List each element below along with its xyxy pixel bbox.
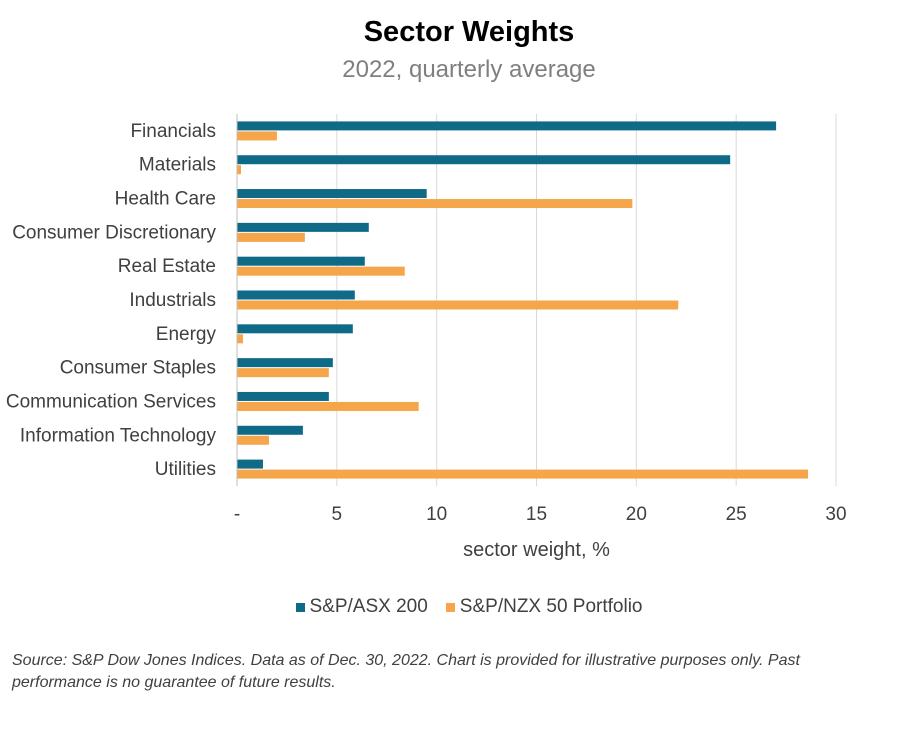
legend-swatch-nzx50: [445, 602, 455, 612]
bar-asx200: [237, 189, 427, 199]
bar-nzx50: [237, 469, 809, 479]
legend-swatch-asx200: [295, 602, 305, 612]
bar-nzx50: [237, 199, 633, 209]
bar-chart: Financials Materials Health Care Consumer D…: [6, 114, 847, 561]
bar-asx200: [237, 459, 263, 469]
bar-asx200: [237, 391, 329, 401]
category-label: Utilities: [155, 459, 216, 480]
bar-asx200: [237, 425, 303, 435]
category-label: Information Technology: [20, 425, 217, 446]
bar-asx200: [237, 222, 369, 232]
chart-legend: S&P/ASX 200 S&P/NZX 50 Portfolio: [0, 596, 900, 618]
category-label: Consumer Discretionary: [12, 222, 216, 243]
bar-nzx50: [237, 368, 329, 378]
bar-nzx50: [237, 401, 419, 411]
bar-nzx50: [237, 266, 405, 276]
x-axis-title: sector weight, %: [463, 539, 610, 561]
x-tick-label: 30: [825, 504, 846, 525]
bar-nzx50: [237, 232, 305, 242]
bar-nzx50: [237, 435, 269, 445]
bar-asx200: [237, 121, 777, 131]
category-label: Real Estate: [118, 256, 216, 277]
bar-nzx50: [237, 131, 277, 141]
bar-asx200: [237, 324, 353, 334]
category-label: Industrials: [129, 290, 216, 311]
category-label: Health Care: [115, 189, 216, 210]
source-note: Source: S&P Dow Jones Indices. Data as o…: [12, 652, 800, 692]
x-tick-label: 15: [526, 504, 547, 525]
x-tick-label: 25: [726, 504, 747, 525]
bar-nzx50: [237, 165, 241, 175]
bar-asx200: [237, 155, 731, 165]
bar-asx200: [237, 290, 355, 300]
chart-title: Sector Weights: [363, 16, 575, 48]
chart-subtitle: 2022, quarterly average: [342, 56, 596, 83]
bar-asx200: [237, 256, 365, 266]
category-label: Financials: [130, 121, 216, 142]
x-tick-label: 5: [332, 504, 343, 525]
category-label: Materials: [139, 155, 216, 176]
x-tick-label: 20: [626, 504, 647, 525]
legend-item-nzx50: S&P/NZX 50 Portfolio: [445, 596, 643, 618]
x-tick-label: 10: [426, 504, 447, 525]
category-label: Communication Services: [6, 391, 216, 412]
legend-label-nzx50: S&P/NZX 50 Portfolio: [459, 596, 643, 617]
category-label: Energy: [156, 324, 217, 345]
category-label: Consumer Staples: [60, 358, 216, 379]
legend-item-asx200: S&P/ASX 200: [295, 596, 428, 618]
bar-nzx50: [237, 334, 243, 344]
legend-label-asx200: S&P/ASX 200: [309, 596, 428, 617]
x-tick-label: -: [234, 504, 240, 525]
bar-nzx50: [237, 300, 679, 310]
bar-asx200: [237, 358, 333, 368]
